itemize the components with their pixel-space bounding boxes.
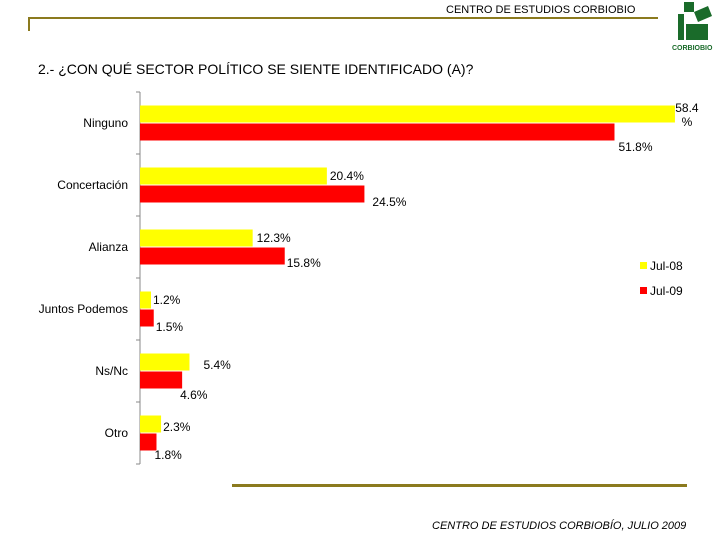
category-label: Alianza: [89, 240, 129, 254]
bar-jul-08: [140, 291, 151, 309]
data-label: 24.5%: [372, 195, 406, 209]
top-rule: [28, 17, 658, 19]
bar-jul-09: [140, 185, 365, 203]
legend-label: Jul-09: [650, 284, 683, 298]
data-label: 15.8%: [287, 256, 321, 270]
data-label: 20.4%: [330, 169, 364, 183]
bar-jul-09: [140, 123, 615, 141]
data-label: 58.4: [675, 101, 699, 115]
data-label: 1.2%: [153, 293, 181, 307]
bar-jul-09: [140, 371, 183, 389]
footer-credit: CENTRO DE ESTUDIOS CORBIOBÍO, JULIO 2009: [432, 520, 687, 532]
bar-jul-09: [140, 433, 157, 451]
category-label: Juntos Podemos: [39, 302, 128, 316]
data-label: 51.8%: [618, 140, 652, 154]
logo-block-icon: [686, 24, 708, 40]
category-label: Otro: [105, 426, 129, 440]
bar-jul-08: [140, 353, 190, 371]
data-label: %: [682, 115, 693, 129]
legend-swatch-jul-08: [640, 262, 647, 269]
logo-text: CORBIOBIO: [672, 45, 713, 52]
legend-swatch-jul-09: [640, 287, 647, 294]
logo-tilted-square-icon: [694, 6, 712, 22]
data-label: 12.3%: [257, 231, 291, 245]
bar-jul-09: [140, 309, 154, 327]
category-label: Ns/Nc: [95, 364, 128, 378]
corbiobio-logo: CORBIOBIO: [672, 2, 713, 52]
data-label: 4.6%: [180, 388, 208, 402]
data-label: 2.3%: [163, 420, 191, 434]
bottom-rule: [232, 484, 687, 487]
top-rule-corner: [28, 17, 30, 31]
bar-jul-08: [140, 229, 253, 247]
data-label: 1.8%: [154, 448, 182, 462]
header-org: CENTRO DE ESTUDIOS CORBIOBIO: [446, 4, 636, 16]
legend-label: Jul-08: [650, 259, 683, 273]
category-label: Ninguno: [83, 116, 128, 130]
logo-bar-icon: [678, 14, 684, 40]
data-label: 1.5%: [156, 320, 184, 334]
page-title: 2.- ¿CON QUÉ SECTOR POLÍTICO SE SIENTE I…: [38, 61, 474, 77]
bar-jul-09: [140, 247, 285, 265]
bar-jul-08: [140, 415, 162, 433]
logo-square-icon: [684, 2, 694, 12]
category-label: Concertación: [57, 178, 128, 192]
bar-jul-08: [140, 167, 327, 185]
bar-jul-08: [140, 105, 675, 123]
data-label: 5.4%: [203, 358, 231, 372]
